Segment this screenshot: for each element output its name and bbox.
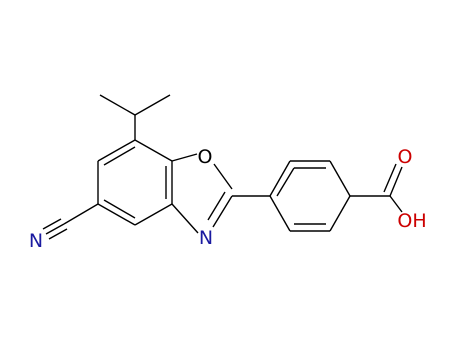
atom-label: N <box>199 227 213 249</box>
atom-label: OH <box>397 210 426 232</box>
atom-label: O <box>398 146 413 168</box>
bonds <box>42 94 403 240</box>
atom-label: O <box>198 146 213 168</box>
atom-label: N <box>29 230 43 252</box>
